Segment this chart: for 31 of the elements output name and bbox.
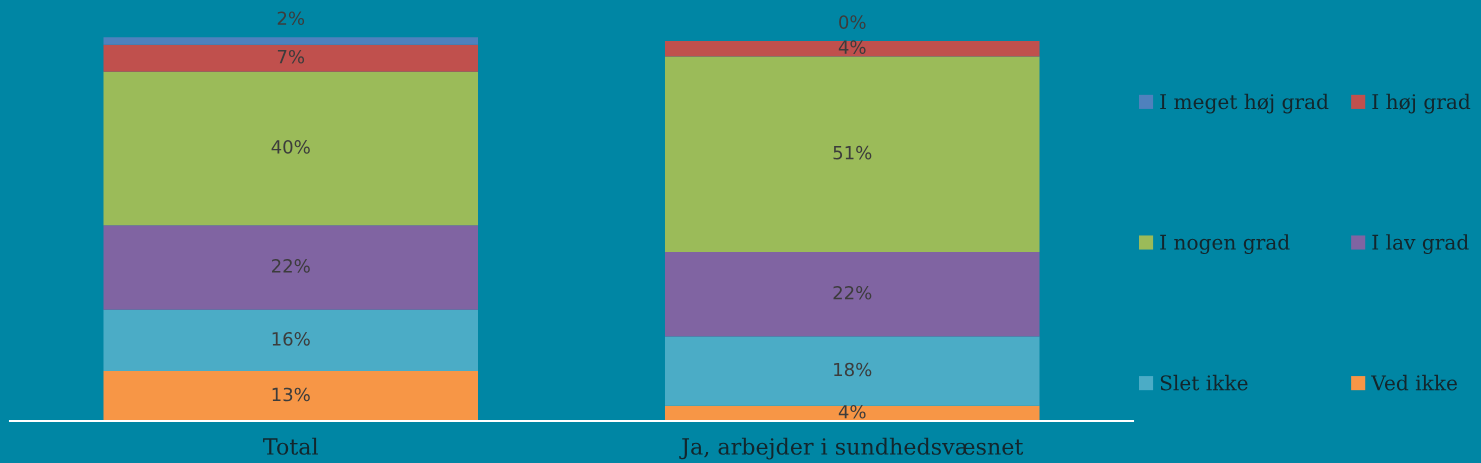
bar: [664, 252, 1040, 337]
bar: [664, 41, 1040, 57]
legend-label: Ved ikke: [1371, 374, 1457, 391]
bar: [664, 56, 1040, 253]
legend-label: Slet ikke: [1160, 374, 1248, 391]
data-label: 0%: [839, 15, 866, 29]
bar: [103, 37, 479, 45]
data-label: 4%: [838, 404, 866, 419]
data-label: 22%: [272, 259, 310, 273]
data-label: 22%: [833, 285, 872, 300]
x-tick-label: Total: [263, 437, 318, 455]
data-label: 7%: [277, 49, 305, 64]
bar: [103, 371, 479, 421]
data-label: 16%: [272, 331, 310, 346]
x-tick-label: Ja, arbejder i sundhedsvæsnet: [679, 437, 1024, 460]
legend-label: I meget høj grad: [1160, 93, 1329, 114]
bar: [103, 309, 479, 372]
legend-label: I høj grad: [1372, 93, 1471, 114]
data-label: 4%: [838, 40, 866, 54]
data-label: 2%: [277, 11, 305, 26]
bar: [664, 405, 1040, 421]
data-label: 18%: [834, 362, 872, 377]
bar: [103, 44, 479, 72]
bar: [103, 225, 479, 310]
legend-label: I lav grad: [1372, 234, 1469, 255]
legend-label: I nogen grad: [1160, 234, 1290, 255]
bar: [664, 336, 1040, 406]
bar: [103, 71, 479, 226]
data-label: 40%: [271, 140, 310, 154]
data-label: 51%: [833, 145, 872, 160]
data-label: 13%: [272, 387, 310, 402]
